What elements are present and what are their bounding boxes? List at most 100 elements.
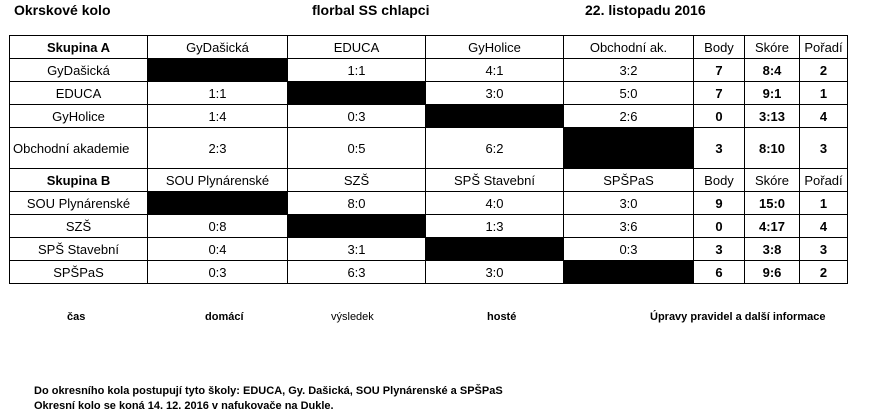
- match-result: 3:6: [563, 214, 694, 238]
- team-name: GyDašická: [9, 58, 148, 82]
- team-name: Obchodní akademie: [9, 127, 148, 169]
- table-row: GyDašická 1:1 4:1 3:2 7 8:4 2: [9, 58, 848, 82]
- group-a-col-header: Pořadí: [799, 35, 848, 59]
- points: 0: [693, 104, 745, 128]
- table-row: Obchodní akademie 2:3 0:5 6:2 3 8:10 3: [9, 127, 848, 169]
- self-match-cell: [563, 260, 694, 284]
- self-match-cell: [425, 104, 564, 128]
- table-row: SPŠPaS 0:3 6:3 3:0 6 9:6 2: [9, 260, 848, 284]
- team-name: SZŠ: [9, 214, 148, 238]
- points: 3: [693, 127, 745, 169]
- match-result: 2:6: [563, 104, 694, 128]
- venue-note: Okresní kolo se koná 14. 12. 2016 v nafu…: [34, 400, 334, 412]
- match-result: 6:2: [425, 127, 564, 169]
- header-date: 22. listopadu 2016: [585, 2, 706, 18]
- rank: 4: [799, 104, 848, 128]
- score: 4:17: [744, 214, 800, 238]
- score: 9:1: [744, 81, 800, 105]
- self-match-cell: [147, 58, 288, 82]
- legend-vysledek: výsledek: [331, 311, 374, 323]
- self-match-cell: [563, 127, 694, 169]
- match-result: 6:3: [287, 260, 426, 284]
- self-match-cell: [147, 191, 288, 215]
- score: 15:0: [744, 191, 800, 215]
- table-row: GyHolice 1:4 0:3 2:6 0 3:13 4: [9, 104, 848, 128]
- match-result: 0:3: [563, 237, 694, 261]
- table-row: SPŠ Stavební 0:4 3:1 0:3 3 3:8 3: [9, 237, 848, 261]
- legend-hoste: hosté: [487, 311, 517, 323]
- group-a-col-header: Skóre: [744, 35, 800, 59]
- header-title-left: Okrskové kolo: [14, 2, 111, 18]
- points: 7: [693, 58, 745, 82]
- score: 9:6: [744, 260, 800, 284]
- match-result: 0:5: [287, 127, 426, 169]
- group-b-col-header: Body: [693, 168, 745, 192]
- group-a-col-header: Body: [693, 35, 745, 59]
- points: 9: [693, 191, 745, 215]
- group-a-col-header: GyHolice: [425, 35, 564, 59]
- match-result: 0:3: [147, 260, 288, 284]
- rank: 3: [799, 237, 848, 261]
- match-result: 3:0: [563, 191, 694, 215]
- rank: 4: [799, 214, 848, 238]
- group-b-col-header: SZŠ: [287, 168, 426, 192]
- rank: 2: [799, 260, 848, 284]
- match-result: 3:1: [287, 237, 426, 261]
- self-match-cell: [425, 237, 564, 261]
- points: 6: [693, 260, 745, 284]
- header-title-sport: florbal SS chlapci: [312, 2, 430, 18]
- group-b-col-header: SPŠ Stavební: [425, 168, 564, 192]
- score: 8:4: [744, 58, 800, 82]
- match-result: 1:4: [147, 104, 288, 128]
- points: 0: [693, 214, 745, 238]
- table-row: SOU Plynárenské 8:0 4:0 3:0 9 15:0 1: [9, 191, 848, 215]
- team-name: EDUCA: [9, 81, 148, 105]
- group-b-title: Skupina B: [9, 168, 148, 192]
- advancement-note: Do okresního kola postupují tyto školy: …: [34, 385, 503, 397]
- group-a-col-header: Obchodní ak.: [563, 35, 694, 59]
- match-result: 8:0: [287, 191, 426, 215]
- self-match-cell: [287, 81, 426, 105]
- team-name: GyHolice: [9, 104, 148, 128]
- legend-info: Úpravy pravidel a další informace: [650, 311, 826, 323]
- group-b-col-header: SOU Plynárenské: [147, 168, 288, 192]
- match-result: 0:8: [147, 214, 288, 238]
- points: 7: [693, 81, 745, 105]
- group-b-col-header: Skóre: [744, 168, 800, 192]
- team-name: SPŠ Stavební: [9, 237, 148, 261]
- points: 3: [693, 237, 745, 261]
- results-table: Skupina A GyDašická EDUCA GyHolice Obcho…: [9, 35, 848, 284]
- match-result: 0:3: [287, 104, 426, 128]
- rank: 1: [799, 81, 848, 105]
- match-result: 4:1: [425, 58, 564, 82]
- team-name: SPŠPaS: [9, 260, 148, 284]
- group-a-col-header: GyDašická: [147, 35, 288, 59]
- match-result: 2:3: [147, 127, 288, 169]
- group-a-col-header: EDUCA: [287, 35, 426, 59]
- score: 3:8: [744, 237, 800, 261]
- group-b-header-row: Skupina B SOU Plynárenské SZŠ SPŠ Staveb…: [9, 168, 848, 192]
- match-result: 5:0: [563, 81, 694, 105]
- match-result: 1:1: [147, 81, 288, 105]
- table-row: SZŠ 0:8 1:3 3:6 0 4:17 4: [9, 214, 848, 238]
- team-name: SOU Plynárenské: [9, 191, 148, 215]
- match-result: 3:0: [425, 81, 564, 105]
- group-b-col-header: SPŠPaS: [563, 168, 694, 192]
- match-result: 1:3: [425, 214, 564, 238]
- score: 8:10: [744, 127, 800, 169]
- legend-domaci: domácí: [205, 311, 244, 323]
- match-result: 3:0: [425, 260, 564, 284]
- match-result: 4:0: [425, 191, 564, 215]
- rank: 3: [799, 127, 848, 169]
- match-result: 1:1: [287, 58, 426, 82]
- match-result: 0:4: [147, 237, 288, 261]
- score: 3:13: [744, 104, 800, 128]
- self-match-cell: [287, 214, 426, 238]
- group-a-title: Skupina A: [9, 35, 148, 59]
- rank: 1: [799, 191, 848, 215]
- rank: 2: [799, 58, 848, 82]
- group-a-header-row: Skupina A GyDašická EDUCA GyHolice Obcho…: [9, 35, 848, 59]
- group-b-col-header: Pořadí: [799, 168, 848, 192]
- legend-cas: čas: [67, 311, 86, 323]
- match-result: 3:2: [563, 58, 694, 82]
